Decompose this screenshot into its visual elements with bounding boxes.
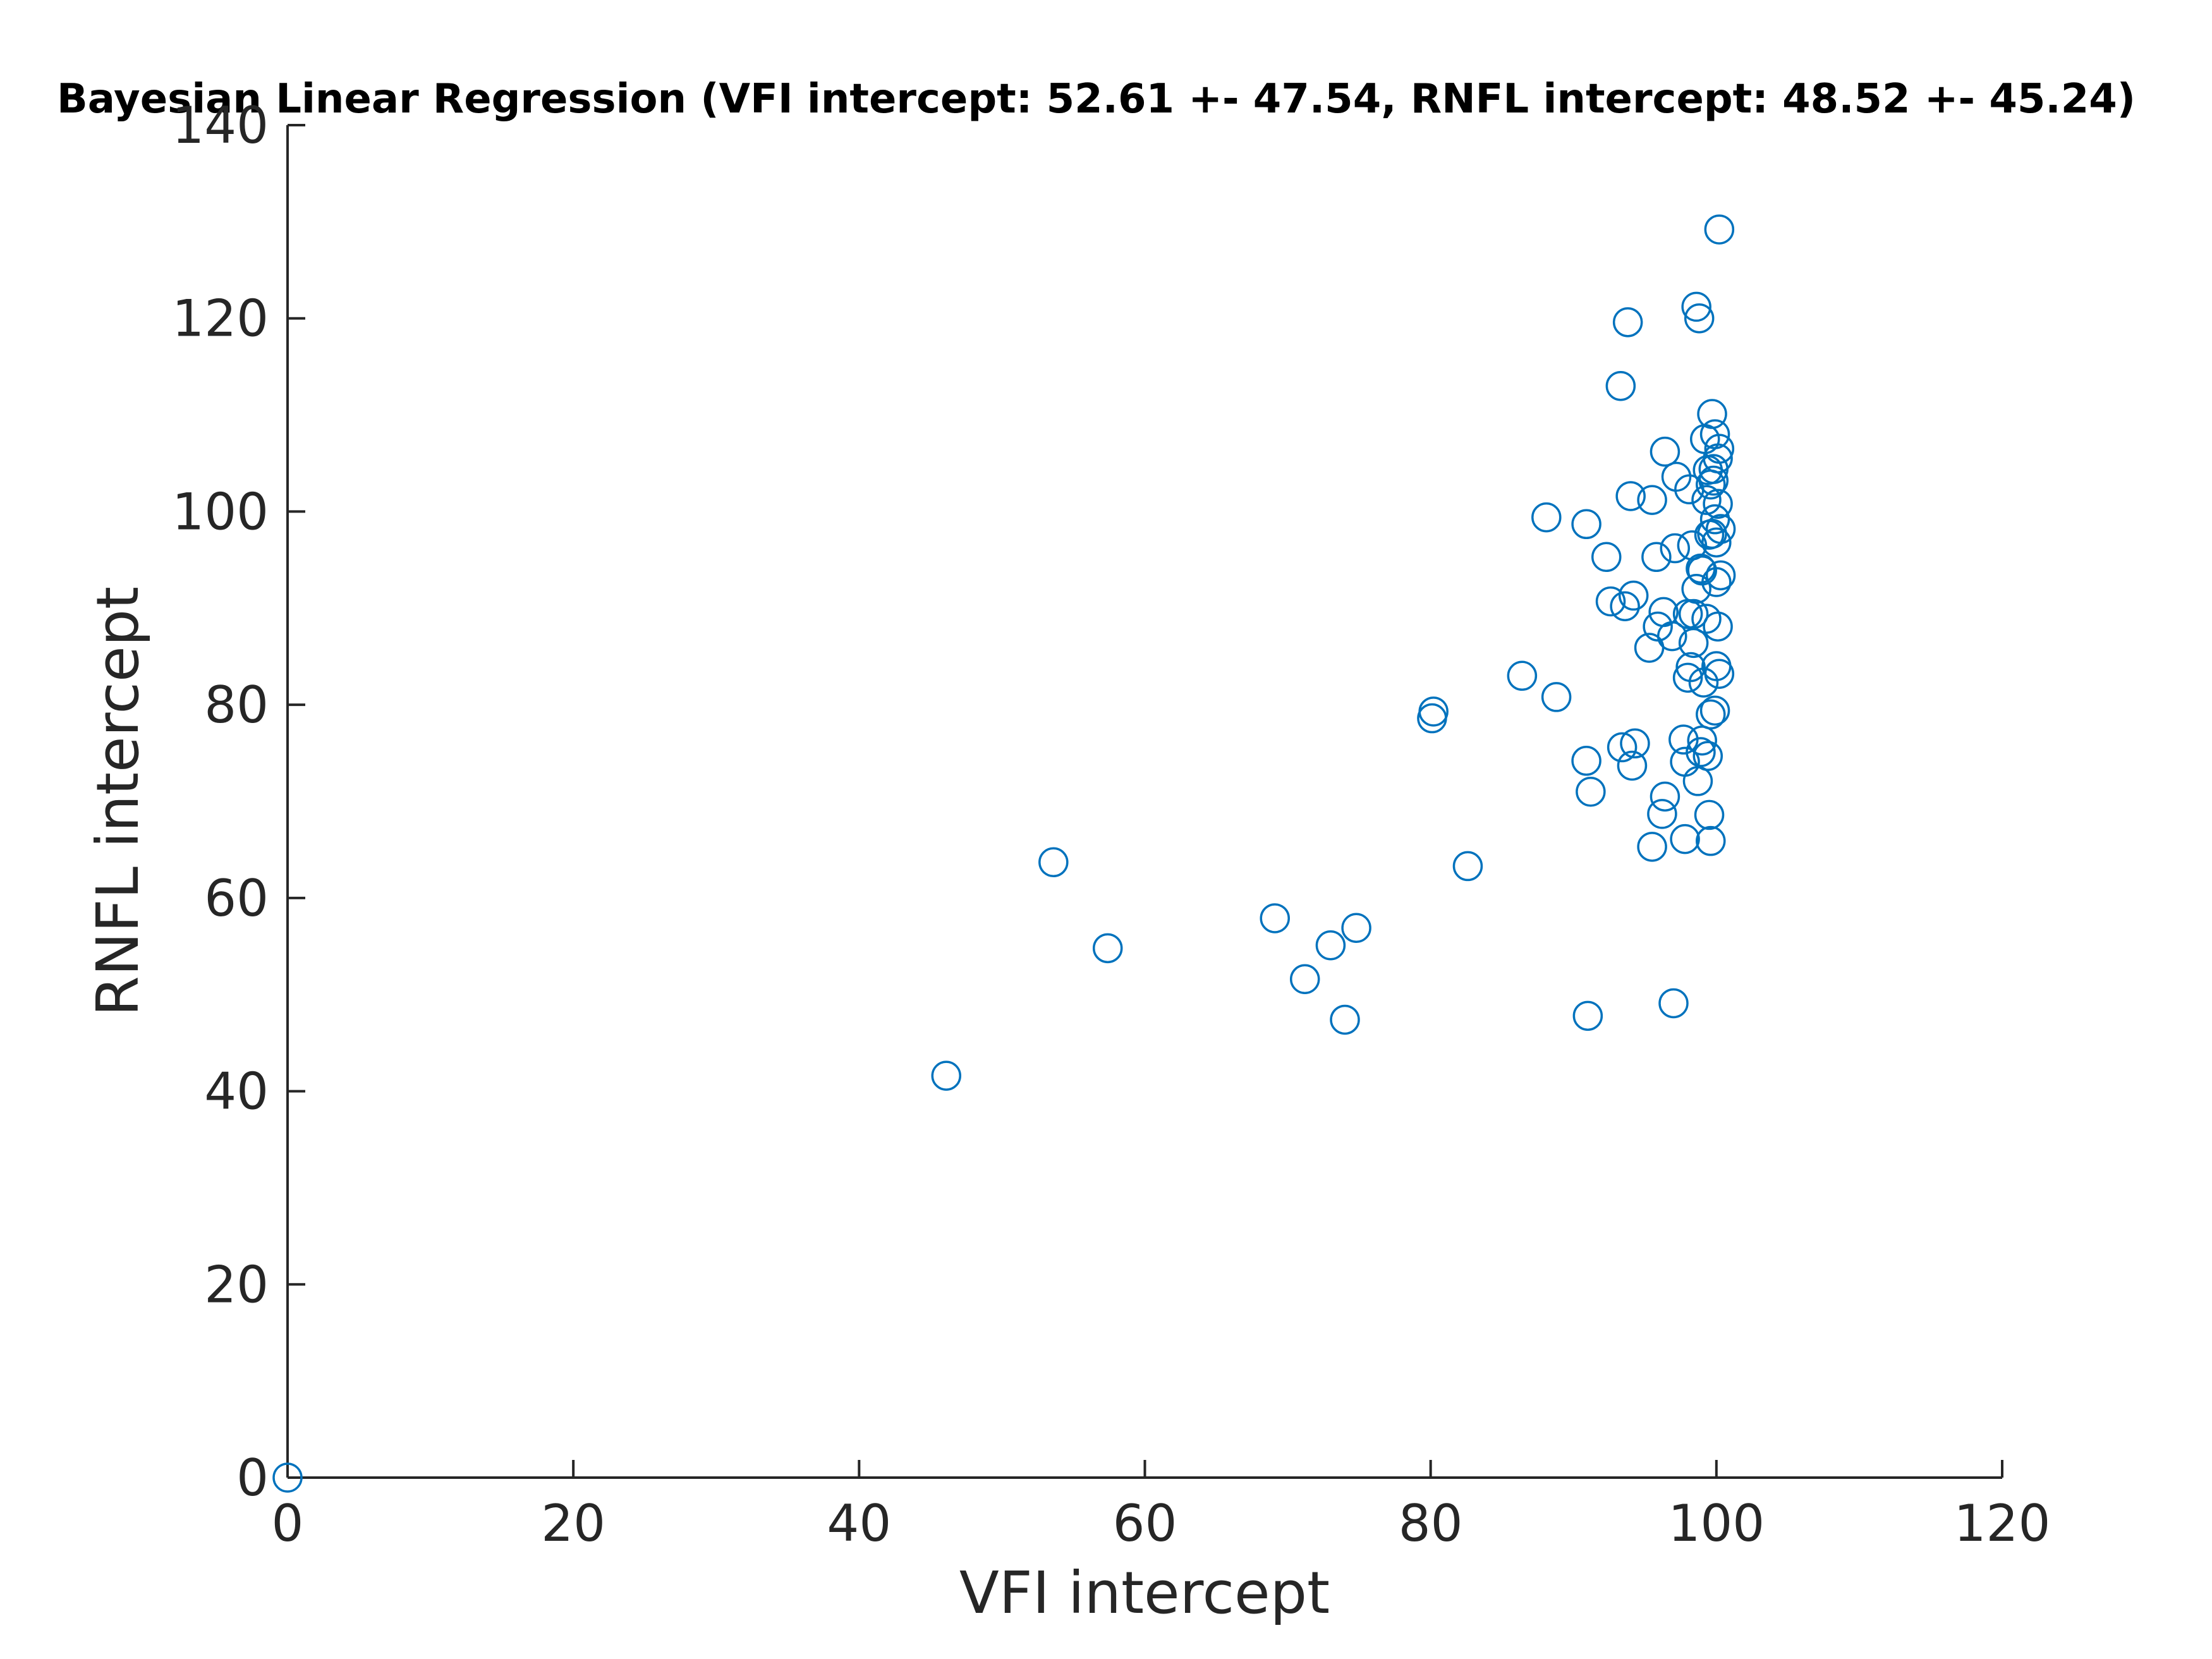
- scatter-point: [1650, 781, 1680, 812]
- scatter-point: [1541, 682, 1572, 712]
- y-tick-label: 0: [236, 1449, 269, 1507]
- scatter-point: [1637, 485, 1667, 515]
- scatter-point: [1699, 504, 1730, 535]
- scatter-point: [1452, 851, 1483, 882]
- scatter-point: [1610, 591, 1640, 621]
- scatter-point: [1607, 732, 1638, 763]
- y-axis-ticks: 0 20 40 60 80 100 120 140: [172, 96, 305, 1507]
- scatter-point: [1699, 695, 1730, 726]
- scatter-point: [1658, 988, 1689, 1019]
- scatter-point: [1571, 509, 1601, 540]
- scatter-point: [1701, 527, 1732, 558]
- scatter-point: [1507, 660, 1538, 691]
- scatter-point: [1678, 628, 1709, 659]
- scatter-point: [1641, 542, 1672, 573]
- scatter-point: [1605, 370, 1636, 401]
- scatter-point: [1681, 291, 1711, 322]
- scatter-point: [1694, 799, 1725, 830]
- scatter-point: [1696, 469, 1726, 500]
- scatter-point: [1705, 514, 1736, 544]
- scatter-point: [1417, 703, 1447, 734]
- scatter-point: [1704, 214, 1735, 245]
- chart-title: Bayesian Linear Regression (VFI intercep…: [57, 76, 2136, 123]
- scatter-point: [1656, 621, 1687, 652]
- scatter-point: [1704, 659, 1735, 689]
- scatter-point: [1637, 832, 1667, 862]
- scatter-point: [1684, 303, 1715, 334]
- y-tick-label: 40: [204, 1062, 269, 1121]
- scatter-markers: [272, 214, 1736, 1493]
- scatter-point: [1697, 399, 1727, 429]
- y-tick-label: 20: [204, 1255, 269, 1314]
- scatter-point: [1615, 481, 1646, 511]
- y-tick-label: 120: [172, 289, 269, 348]
- scatter-point: [1617, 750, 1648, 781]
- scatter-point: [1692, 454, 1723, 485]
- scatter-point: [1260, 903, 1290, 933]
- x-tick-label: 40: [827, 1494, 891, 1553]
- y-tick-label: 80: [204, 676, 269, 734]
- y-tick-label: 140: [172, 96, 269, 155]
- scatter-point: [1595, 586, 1626, 617]
- scatter-point: [1692, 741, 1723, 771]
- scatter-point: [1315, 930, 1346, 961]
- scatter-point: [1678, 599, 1709, 629]
- y-tick-label: 60: [204, 869, 269, 928]
- y-tick-label: 100: [172, 482, 269, 541]
- scatter-point: [1647, 799, 1677, 829]
- scatter-point: [1531, 502, 1562, 533]
- scatter-point: [1591, 542, 1622, 573]
- scatter-point: [1696, 699, 1726, 730]
- scatter-point: [1620, 728, 1650, 759]
- scatter-point: [1289, 964, 1320, 995]
- scatter-point: [1705, 560, 1736, 591]
- x-tick-label: 0: [272, 1494, 304, 1553]
- x-tick-label: 20: [541, 1494, 605, 1553]
- x-tick-label: 100: [1668, 1494, 1765, 1553]
- y-axis-label: RNFL intercept: [84, 586, 152, 1016]
- scatter-point: [1612, 307, 1643, 337]
- x-tick-label: 80: [1399, 1494, 1463, 1553]
- scatter-point: [1672, 662, 1703, 693]
- x-tick-label: 120: [1954, 1494, 2051, 1553]
- scatter-point: [1670, 823, 1700, 854]
- scatter-point: [1618, 580, 1649, 611]
- scatter-point: [931, 1060, 961, 1091]
- x-tick-label: 60: [1113, 1494, 1177, 1553]
- scatter-point: [1341, 913, 1371, 943]
- scatter-point: [1682, 766, 1713, 796]
- scatter-point: [1571, 746, 1601, 776]
- scatter-point: [1330, 1004, 1360, 1035]
- scatter-point: [1650, 436, 1680, 467]
- scatter-point: [1699, 419, 1730, 449]
- x-axis-ticks: 0 20 40 60 80 100 120: [272, 1460, 2051, 1553]
- scatter-point: [1703, 489, 1733, 519]
- scatter-point: [1660, 533, 1691, 564]
- scatter-point: [1686, 737, 1716, 767]
- scatter-point: [272, 1462, 303, 1493]
- scatter-point: [1686, 553, 1716, 584]
- scatter-point: [1681, 573, 1711, 604]
- scatter-point: [1696, 825, 1726, 856]
- scatter-point: [1038, 847, 1069, 878]
- scatter-point: [1691, 485, 1722, 515]
- x-axis-label: VFI intercept: [959, 1559, 1330, 1627]
- scatter-point: [1572, 1000, 1603, 1031]
- scatter-point: [1703, 611, 1733, 642]
- scatter-point: [1576, 776, 1606, 807]
- scatter-point: [1092, 933, 1123, 964]
